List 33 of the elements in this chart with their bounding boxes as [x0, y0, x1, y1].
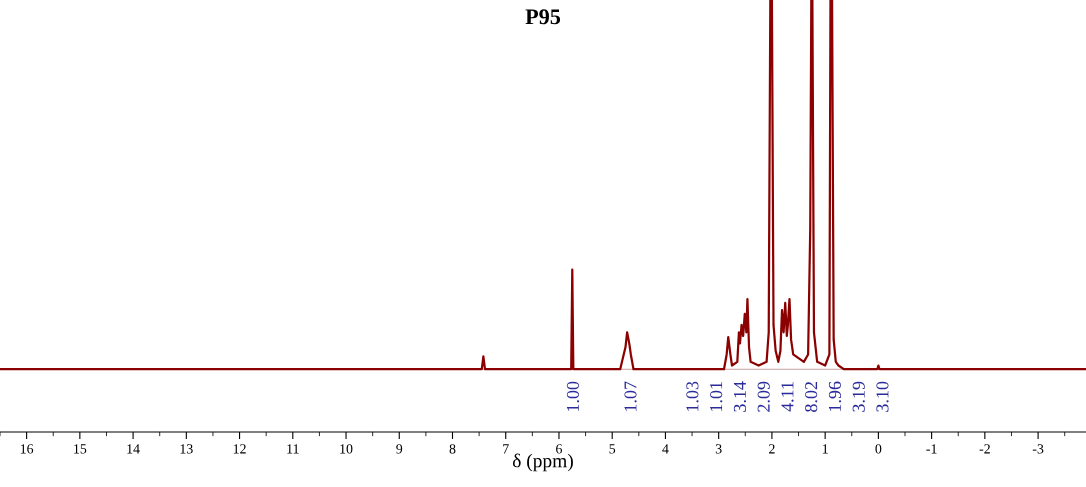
text: 8.02	[805, 381, 818, 412]
x-tick-label: -1	[926, 444, 937, 454]
text: 3.10	[876, 381, 889, 412]
text: 3.14	[733, 381, 747, 412]
x-tick-label: 4	[662, 444, 669, 454]
x-tick-label: 2	[769, 444, 775, 454]
text: 1.07	[624, 381, 637, 412]
text: 1.01	[710, 382, 723, 412]
x-tick-label: 8	[449, 444, 456, 454]
x-tick-label: 6	[556, 444, 563, 454]
x-tick-label: 3	[715, 444, 722, 454]
x-tick-label: -3	[1032, 444, 1044, 454]
x-tick-label: 5	[609, 444, 616, 454]
text: 2.09	[757, 381, 770, 412]
x-tick-label: 14	[127, 444, 140, 454]
x-axis-title: δ (ppm)	[512, 453, 573, 472]
x-tick-label: 15	[74, 444, 87, 454]
x-tick-label: 12	[233, 444, 246, 454]
x-tick-label: 11	[287, 444, 299, 454]
text: 1.00	[566, 381, 580, 412]
chart-title: P95	[525, 9, 561, 25]
x-tick-label: -2	[979, 444, 990, 454]
x-tick-label: 10	[340, 444, 353, 454]
x-tick-label: 7	[503, 444, 509, 454]
text: 1.96	[828, 381, 842, 412]
x-tick-label: 9	[396, 444, 403, 454]
text: 3.19	[852, 381, 865, 412]
x-tick-label: 1	[822, 444, 828, 454]
x-tick-label: 0	[875, 444, 882, 454]
text: 4.11	[781, 382, 794, 412]
text: 1.03	[686, 381, 699, 412]
x-tick-label: 16	[20, 444, 34, 454]
x-tick-label: 13	[180, 444, 193, 454]
